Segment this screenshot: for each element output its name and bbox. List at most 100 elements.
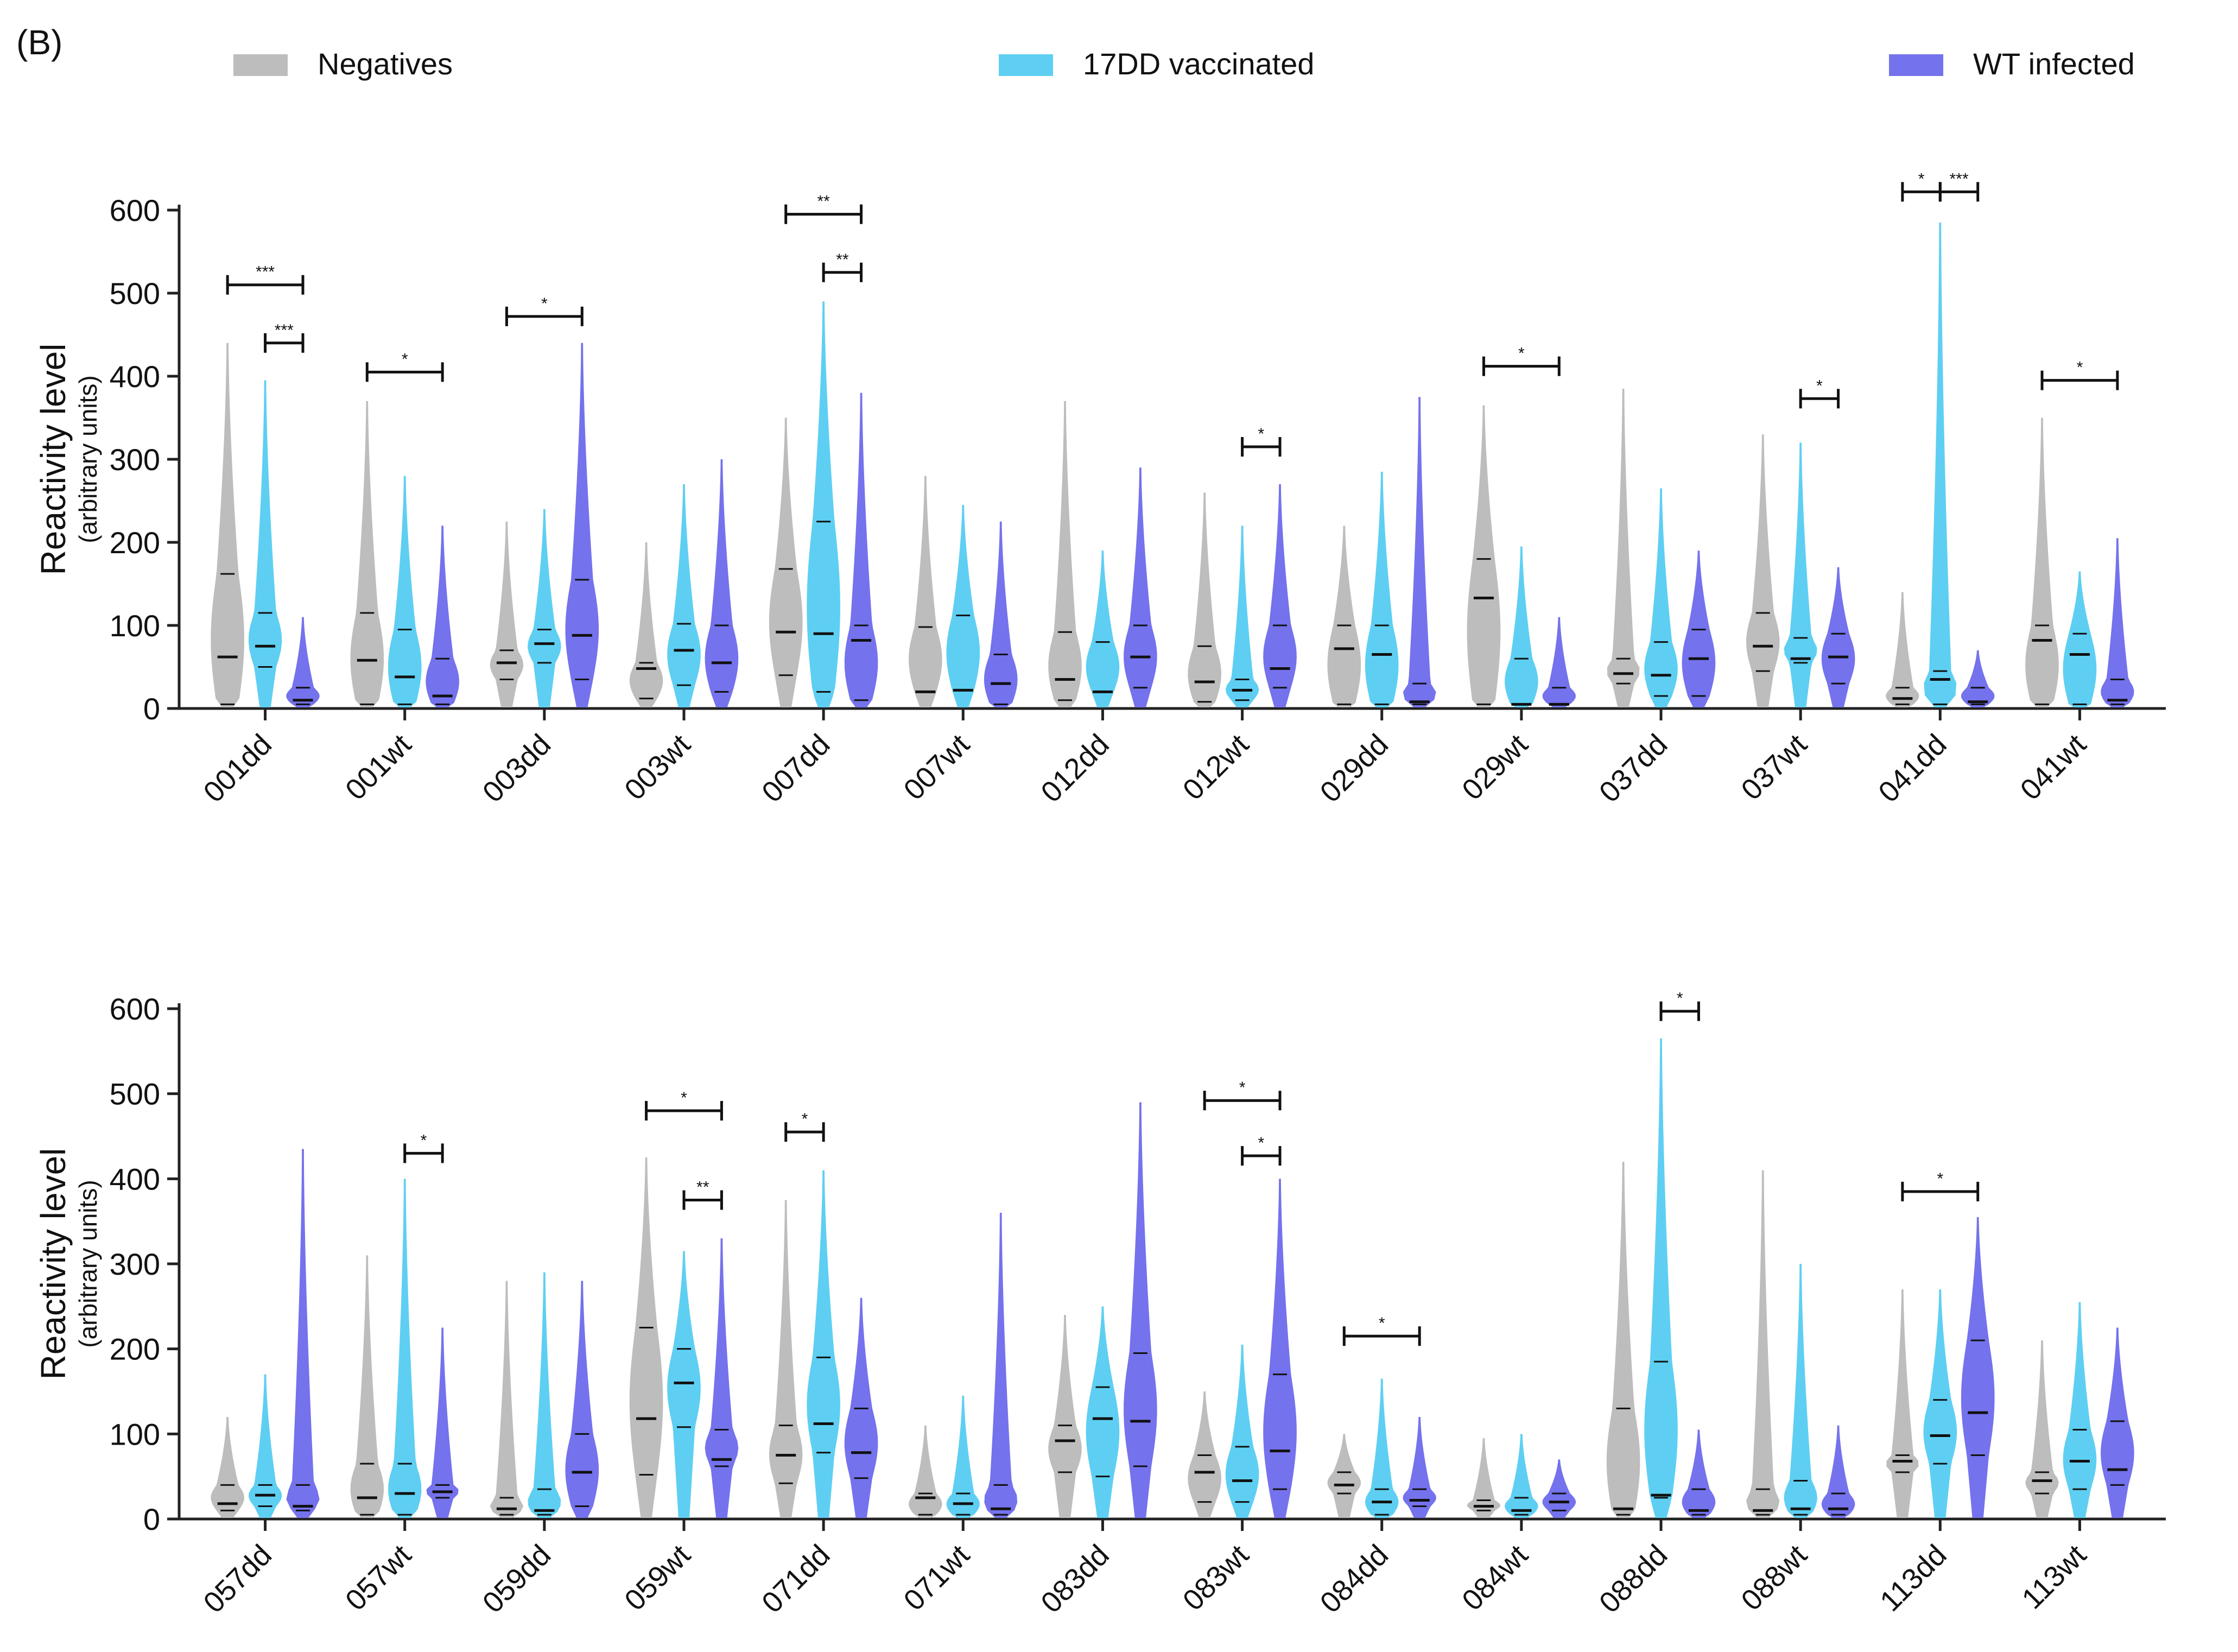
violin-negatives (769, 1200, 803, 1518)
significance-label: * (1677, 990, 1683, 1008)
significance-label: * (802, 1110, 808, 1128)
significance-label: * (1918, 170, 1925, 188)
significance-label: * (421, 1131, 427, 1149)
violin-negatives (1886, 592, 1919, 707)
violin-17dd-vaccinated (1505, 1434, 1538, 1518)
violin-negatives (211, 343, 244, 707)
significance-label: ** (817, 193, 830, 211)
violin-wt-infected (565, 343, 599, 707)
violin-negatives (2025, 417, 2059, 707)
y-tick-label: 400 (110, 1162, 160, 1196)
violin-17dd-vaccinated (667, 484, 701, 707)
x-tick-label: 071wt (897, 1539, 975, 1617)
significance-label: *** (1949, 170, 1968, 188)
y-tick-label: 200 (110, 1332, 160, 1366)
violin-17dd-vaccinated (1784, 442, 1817, 707)
violin-negatives (1607, 388, 1640, 707)
legend-label: 17DD vaccinated (1083, 47, 1314, 81)
significance-label: * (1258, 1134, 1264, 1152)
violin-negatives (1048, 1315, 1082, 1518)
violin-wt-infected (1403, 397, 1436, 707)
legend-swatch (999, 54, 1053, 76)
y-tick-label: 500 (110, 276, 160, 311)
significance-label: * (541, 295, 548, 313)
y-tick-label: 300 (110, 1247, 160, 1281)
panel-label: (B) (16, 23, 62, 62)
y-tick-label: 300 (110, 442, 160, 477)
violin-17dd-vaccinated (1225, 1344, 1259, 1518)
chart-top: 0 100 200 300 400 500 600 Reactivity level (arbi… (34, 170, 2166, 809)
chart-bottom: 0 100 200 300 400 500 600 Reactivity level (arbi… (34, 990, 2166, 1619)
violin-wt-infected (1961, 1217, 1995, 1518)
violin-negatives (2025, 1340, 2059, 1518)
violin-wt-infected (1682, 1429, 1716, 1518)
significance-label: ** (836, 251, 849, 269)
x-tick-label: 088wt (1735, 1539, 1813, 1617)
x-tick-label: 003dd (477, 728, 557, 809)
x-tick-label: 059dd (477, 1539, 557, 1619)
x-tick-label: 057dd (197, 1539, 278, 1619)
violin-wt-infected (426, 1327, 459, 1518)
x-tick-label: 071dd (756, 1539, 836, 1619)
x-tick-label: 012wt (1177, 728, 1255, 806)
y-axis-label: Reactivity level (34, 344, 73, 575)
y-tick-label: 0 (143, 1502, 160, 1536)
x-tick-label: 041dd (1872, 728, 1953, 809)
significance-label: * (1258, 425, 1264, 443)
violin-wt-infected (1542, 617, 1576, 707)
violin-wt-infected (1821, 567, 1855, 707)
violin-wt-infected (1403, 1417, 1436, 1518)
violin-17dd-vaccinated (248, 1374, 282, 1518)
violin-negatives (1746, 434, 1780, 707)
violin-wt-infected (1821, 1425, 1855, 1518)
violin-17dd-vaccinated (1505, 546, 1538, 707)
violin-wt-infected (286, 617, 320, 707)
significance-label: *** (275, 321, 294, 339)
violin-17dd-vaccinated (528, 509, 561, 707)
significance-label: * (1379, 1314, 1385, 1332)
violin-negatives (1467, 405, 1501, 707)
y-tick-label: 500 (110, 1077, 160, 1111)
legend-label: Negatives (318, 47, 453, 81)
violin-wt-infected (1542, 1459, 1576, 1518)
violin-17dd-vaccinated (528, 1272, 561, 1518)
violin-wt-infected (844, 393, 878, 707)
violin-17dd-vaccinated (1365, 1378, 1399, 1518)
x-tick-label: 083dd (1035, 1539, 1115, 1619)
y-tick-label: 600 (110, 193, 160, 227)
significance-label: * (681, 1089, 687, 1107)
x-tick-label: 007dd (756, 728, 836, 809)
x-tick-label: 037dd (1593, 728, 1674, 809)
x-tick-label: 007wt (897, 728, 975, 806)
violin-negatives (350, 1255, 384, 1518)
violin-wt-infected (1263, 484, 1297, 707)
violin-negatives (490, 1281, 524, 1518)
violin-negatives (211, 1417, 244, 1518)
x-tick-label: 059wt (618, 1539, 696, 1617)
significance-label: *** (256, 263, 275, 281)
violin-negatives (1188, 492, 1221, 707)
violin-17dd-vaccinated (667, 1251, 701, 1518)
y-axis-label: Reactivity level (34, 1148, 73, 1380)
violin-wt-infected (2101, 538, 2134, 707)
violin-wt-infected (1263, 1179, 1297, 1518)
y-axis-sublabel: (arbitrary units) (74, 1180, 102, 1347)
x-tick-label: 037wt (1735, 728, 1813, 806)
violin-negatives (769, 417, 803, 707)
violin-17dd-vaccinated (1644, 488, 1678, 707)
y-tick-label: 400 (110, 359, 160, 394)
violin-17dd-vaccinated (1225, 526, 1259, 707)
violin-negatives (1327, 526, 1361, 707)
x-tick-label: 084dd (1314, 1539, 1395, 1619)
violin-negatives (909, 1425, 942, 1518)
violin-wt-infected (705, 459, 739, 707)
violin-negatives (1048, 401, 1082, 707)
y-tick-label: 600 (110, 992, 160, 1026)
x-tick-label: 012dd (1035, 728, 1115, 809)
violin-wt-infected (984, 1213, 1018, 1518)
legend-swatch (233, 54, 288, 76)
violin-17dd-vaccinated (1086, 1306, 1120, 1518)
violin-17dd-vaccinated (1644, 1038, 1678, 1518)
x-tick-label: 057wt (339, 1539, 417, 1617)
